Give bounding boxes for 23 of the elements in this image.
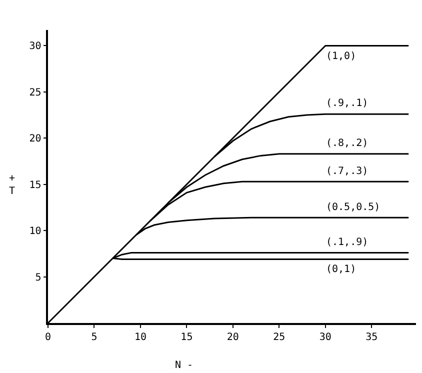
y-tick-label: 5 [35, 272, 42, 284]
series-label: (0,1) [326, 264, 356, 275]
series-label: (1,0) [326, 51, 356, 62]
y-tick-label: 25 [29, 87, 42, 98]
series-label: (.7,.3) [326, 166, 368, 177]
y-axis-title: + T [9, 173, 16, 197]
series-label: (.1,.9) [326, 237, 368, 248]
y-tick-label: 20 [29, 134, 42, 145]
x-tick-label: 5 [91, 332, 98, 343]
x-axis-title: N - [175, 360, 194, 371]
x-tick-label: 0 [44, 332, 52, 343]
x-tick-label: 15 [180, 332, 193, 343]
series-label: (.9,.1) [326, 98, 368, 109]
series-label: (0.5,0.5) [326, 202, 380, 213]
y-tick-label: 30 [29, 41, 42, 52]
y-tick-label: 10 [29, 226, 42, 238]
x-tick-label: 10 [134, 332, 146, 343]
y-tick-label: 15 [29, 180, 42, 191]
series-label: (.8,.2) [326, 138, 368, 149]
x-tick-label: 30 [319, 332, 332, 343]
x-tick-label: 20 [226, 332, 239, 343]
x-tick-label: 25 [273, 332, 286, 343]
x-tick-label: 35 [366, 332, 378, 343]
